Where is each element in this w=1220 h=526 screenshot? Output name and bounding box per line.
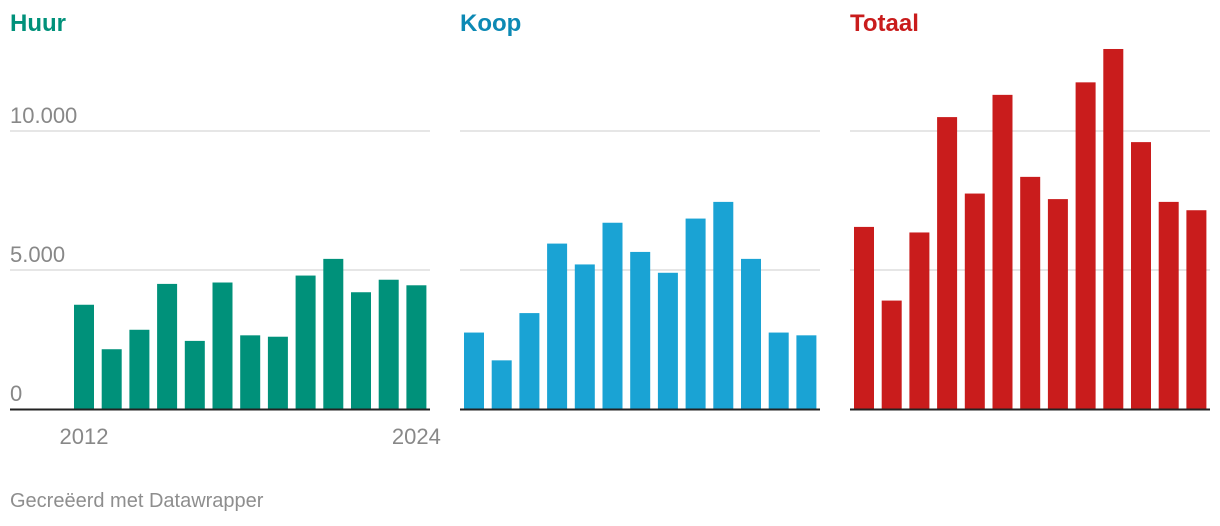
panel-title-totaal: Totaal <box>850 10 919 37</box>
bar-totaal-2014 <box>909 232 930 409</box>
bar-koop-2013 <box>491 360 512 409</box>
panel-title-koop: Koop <box>460 10 522 37</box>
bar-totaal-2016 <box>964 193 985 409</box>
bar-koop-2018 <box>630 251 651 409</box>
y-tick-label-5000: 5.000 <box>10 242 65 267</box>
x-tick-label-first: 2012 <box>60 424 109 449</box>
bar-totaal-2020 <box>1075 82 1096 409</box>
bar-huur-2012 <box>74 304 94 409</box>
bar-huur-2017 <box>212 282 233 409</box>
datawrapper-credit: Gecreëerd met Datawrapper <box>10 490 264 512</box>
bar-koop-2016 <box>574 264 595 409</box>
bar-huur-2019 <box>267 336 288 409</box>
bar-huur-2022 <box>351 292 371 409</box>
bar-huur-2024 <box>406 285 427 409</box>
bar-huur-2016 <box>184 340 205 409</box>
bar-koop-2017 <box>602 222 623 409</box>
bar-koop-2019 <box>657 272 678 409</box>
bar-huur-2023 <box>378 279 399 409</box>
bar-huur-2013 <box>101 349 122 409</box>
bar-totaal-2019 <box>1047 199 1068 409</box>
bar-koop-2012 <box>464 332 484 409</box>
bar-totaal-2021 <box>1103 48 1124 410</box>
bar-huur-2018 <box>240 335 261 409</box>
bar-totaal-2022 <box>1131 142 1151 409</box>
bar-totaal-2017 <box>992 94 1013 410</box>
bar-koop-2024 <box>796 335 817 409</box>
bar-huur-2014 <box>129 329 150 409</box>
bar-koop-2023 <box>768 332 789 409</box>
y-tick-label-10000: 10.000 <box>10 103 77 128</box>
x-tick-label-last: 2024 <box>392 424 441 449</box>
bar-koop-2022 <box>741 258 761 409</box>
small-multiples-bar-charts: 0 5.000 10.000 2012 2024 <box>10 48 1210 449</box>
bar-totaal-2015 <box>937 117 958 409</box>
bar-huur-2015 <box>157 283 178 409</box>
bar-huur-2021 <box>323 258 344 409</box>
bar-totaal-2018 <box>1020 176 1041 409</box>
bar-koop-2015 <box>547 243 568 409</box>
y-tick-label-0: 0 <box>10 381 22 406</box>
bar-huur-2020 <box>295 275 316 409</box>
bar-totaal-2012 <box>854 226 874 409</box>
bar-totaal-2024 <box>1186 210 1207 409</box>
bar-koop-2020 <box>685 218 706 409</box>
bar-totaal-2023 <box>1158 201 1179 409</box>
bar-koop-2014 <box>519 313 540 409</box>
bar-koop-2021 <box>713 201 734 409</box>
panel-title-huur: Huur <box>10 10 66 37</box>
bar-totaal-2013 <box>881 300 902 409</box>
